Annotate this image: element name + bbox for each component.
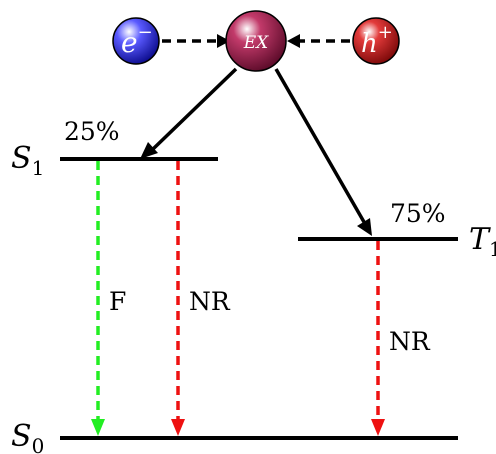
fluorescence-label: F xyxy=(109,287,126,316)
electron-sphere xyxy=(112,17,160,65)
s1-label: S xyxy=(11,141,32,176)
triplet-percentage: 75% xyxy=(390,199,446,228)
nr-triplet-arrowhead xyxy=(371,419,385,436)
formation-arrows xyxy=(140,67,372,236)
electron-charge: − xyxy=(138,22,153,43)
svg-text:T1: T1 xyxy=(469,222,496,261)
capture-arrows xyxy=(162,34,350,48)
electron-arrowhead xyxy=(217,34,230,48)
electron-symbol: e xyxy=(121,26,138,59)
hole-particle: h+ xyxy=(352,17,400,65)
svg-text:S0: S0 xyxy=(11,419,44,454)
t1-subscript: 1 xyxy=(489,237,496,261)
electron-particle: e− xyxy=(112,17,160,65)
hole-charge: + xyxy=(378,22,393,43)
nr-singlet-label: NR xyxy=(189,287,231,316)
fluorescence-arrowhead xyxy=(91,419,105,436)
hole-arrowhead xyxy=(287,34,300,48)
nr-triplet-label: NR xyxy=(389,327,431,356)
singlet-percentage: 25% xyxy=(64,117,120,146)
exciton-particle: EX xyxy=(225,10,287,72)
svg-text:h+: h+ xyxy=(361,22,393,59)
exciton-to-triplet-arrow xyxy=(274,68,366,223)
energy-levels xyxy=(60,157,458,440)
nr-singlet-arrowhead xyxy=(171,419,185,436)
t1-label: T xyxy=(469,222,491,257)
singlet-arrowhead xyxy=(140,142,158,159)
s0-subscript: 0 xyxy=(32,434,45,454)
s0-label: S xyxy=(11,419,32,454)
triplet-arrowhead xyxy=(357,218,372,236)
exciton-label: EX xyxy=(243,33,269,53)
exciton-to-singlet-arrow xyxy=(150,67,238,152)
hole-symbol: h xyxy=(361,29,378,59)
hole-sphere xyxy=(352,17,400,65)
decay-transitions xyxy=(91,161,385,436)
svg-text:e−: e− xyxy=(121,22,153,59)
exciton-sphere xyxy=(225,10,287,72)
svg-text:S1: S1 xyxy=(11,141,44,180)
s1-subscript: 1 xyxy=(32,156,45,180)
